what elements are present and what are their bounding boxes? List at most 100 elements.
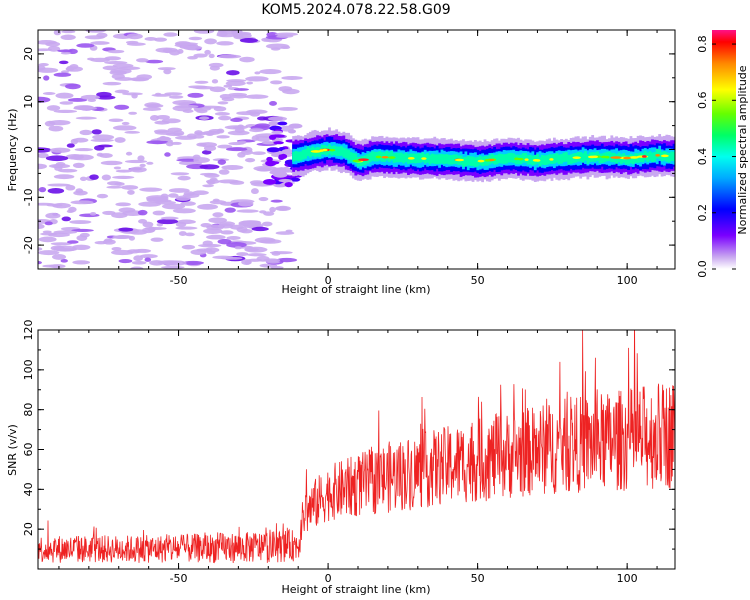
- noise-blob: [115, 202, 131, 207]
- noise-blob: [57, 168, 78, 173]
- noise-blob: [38, 223, 45, 229]
- noise-blob: [133, 255, 144, 262]
- noise-blob: [206, 131, 215, 136]
- noise-blob: [124, 159, 148, 164]
- noise-blob: [208, 217, 227, 224]
- colorbar-gradient: [712, 30, 736, 269]
- noise-blob: [228, 92, 248, 97]
- snr-line: [38, 330, 675, 564]
- noise-blob: [228, 142, 245, 146]
- noise-blob: [156, 114, 170, 120]
- y-tick-label: 20: [22, 522, 35, 536]
- noise-blob: [67, 240, 79, 244]
- noise-blob: [60, 258, 68, 263]
- signal-band: [497, 153, 501, 164]
- noise-blob: [226, 242, 247, 248]
- signal-band: [301, 149, 305, 160]
- signal-band: [471, 156, 475, 167]
- signal-peak: [592, 155, 598, 159]
- noise-blob: [43, 75, 50, 81]
- noise-blob: [60, 51, 71, 55]
- transition-blob: [261, 141, 275, 145]
- noise-blob: [79, 176, 87, 182]
- noise-blob: [270, 80, 283, 85]
- signal-band: [627, 154, 630, 165]
- signal-band: [581, 153, 585, 163]
- noise-blob: [225, 147, 248, 152]
- noise-blob: [53, 72, 72, 77]
- noise-blob: [216, 135, 230, 139]
- noise-blob: [48, 119, 71, 126]
- signal-band: [667, 153, 671, 163]
- noise-blob: [256, 167, 272, 172]
- noise-blob: [80, 94, 101, 100]
- noise-blob: [128, 111, 138, 115]
- noise-blob: [151, 93, 172, 97]
- colorbar-tick-label: 0.6: [696, 92, 709, 110]
- noise-blob: [161, 265, 185, 269]
- transition-blob: [287, 129, 296, 134]
- noise-blob: [96, 32, 108, 38]
- signal-peak: [600, 155, 607, 159]
- noise-blob: [70, 200, 94, 205]
- noise-blob: [96, 193, 109, 199]
- colorbar: 0.0 0.2 0.4 0.6 0.8 Normalized spectral ampl…: [696, 30, 749, 278]
- noise-blob: [211, 79, 219, 84]
- signal-peak: [628, 156, 639, 159]
- noise-blob: [246, 258, 263, 262]
- noise-blob: [208, 62, 224, 68]
- noise-blob: [61, 216, 71, 222]
- noise-blob: [110, 249, 134, 256]
- signal-band: [349, 152, 353, 162]
- signal-band: [335, 146, 339, 157]
- noise-blob: [72, 260, 91, 265]
- noise-blob: [244, 94, 269, 99]
- signal-band: [371, 151, 374, 161]
- signal-band: [536, 154, 540, 164]
- signal-band: [567, 154, 571, 165]
- signal-peak: [407, 156, 415, 160]
- signal-band: [653, 151, 657, 162]
- noise-blob: [112, 235, 130, 240]
- noise-blob: [146, 140, 169, 145]
- noise-blob: [187, 92, 204, 98]
- signal-band: [545, 155, 549, 165]
- noise-blob: [53, 109, 78, 114]
- noise-blob: [198, 243, 222, 248]
- spectrogram-panel: -50 0 50 100 -20 -10 0 10 20 Height of straight …: [6, 29, 676, 296]
- signal-peak: [358, 158, 369, 161]
- noise-blob: [161, 203, 186, 210]
- noise-blob: [218, 221, 236, 227]
- signal-band: [354, 153, 358, 164]
- snr-xlabel: Height of straight line (km): [281, 583, 430, 596]
- noise-blob: [229, 180, 245, 185]
- noise-blob: [190, 249, 207, 255]
- y-tick-label: -20: [22, 236, 35, 254]
- x-tick-label: 50: [471, 274, 485, 287]
- noise-blob: [46, 105, 61, 111]
- signal-band: [469, 156, 473, 166]
- noise-blob: [53, 245, 77, 252]
- noise-blob: [251, 188, 259, 195]
- noise-blob: [44, 221, 53, 226]
- signal-band: [509, 152, 513, 163]
- noise-blob: [118, 258, 133, 264]
- noise-blob: [263, 211, 275, 216]
- signal-band: [584, 151, 587, 161]
- signal-peak: [375, 155, 382, 159]
- noise-blob: [145, 195, 169, 201]
- signal-band: [407, 154, 410, 164]
- signal-band: [569, 154, 573, 164]
- signal-band: [304, 149, 307, 159]
- noise-blob: [276, 257, 298, 263]
- noise-blob: [136, 58, 149, 63]
- y-tick-label: 40: [22, 482, 35, 496]
- transition-blob: [271, 130, 284, 135]
- noise-blob: [118, 227, 134, 232]
- signal-band: [296, 151, 300, 162]
- noise-blob: [274, 32, 299, 37]
- noise-blob: [139, 254, 158, 259]
- noise-blob: [38, 40, 57, 45]
- signal-band: [646, 152, 650, 163]
- signal-band: [294, 150, 298, 161]
